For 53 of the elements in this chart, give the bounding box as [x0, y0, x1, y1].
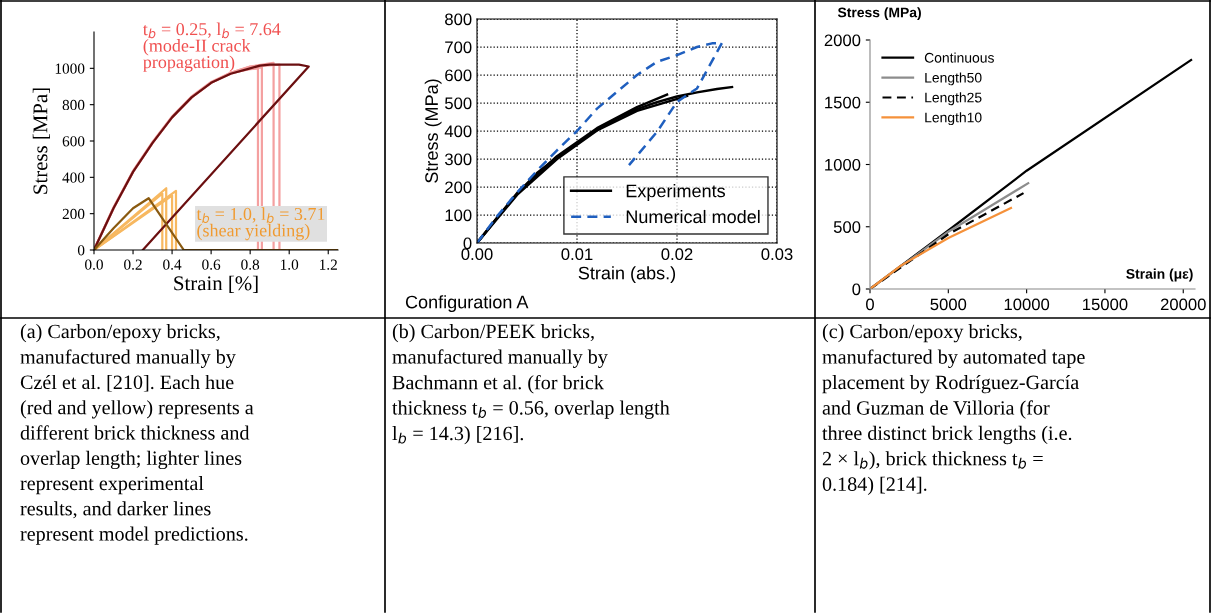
legend-label: Numerical model	[626, 209, 760, 224]
x-tick-label: 0.6	[202, 259, 221, 270]
legend-label: Length50	[925, 72, 982, 86]
legend-label: Continuous	[924, 52, 994, 63]
y-axis-title: Stress [MPa]	[32, 88, 50, 194]
y-tick-label: 0	[463, 237, 472, 250]
x-tick-label: 20000	[1160, 298, 1206, 311]
x-tick-label: 0.01	[561, 248, 593, 261]
y-tick-label: 200	[445, 181, 472, 194]
x-tick-label: 0.0	[85, 259, 103, 270]
x-axis-title: Strain (abs.)	[578, 266, 676, 283]
annotation: t$_{b}$ = 1.0, l$_{b}$ = 3.71 (shear yielding)	[196, 207, 325, 241]
y-tick-label: 700	[445, 41, 472, 54]
y-tick-label: 200	[62, 208, 85, 220]
x-tick-label: 1.2	[320, 259, 337, 270]
y-tick-label: 2000	[824, 34, 861, 47]
legend-label: Length25	[925, 92, 982, 106]
x-tick-label: 10000	[1004, 298, 1050, 311]
x-tick-label: 0.4	[163, 259, 182, 270]
y-tick-label: 1000	[825, 158, 861, 171]
y-tick-label: 600	[62, 136, 85, 147]
x-tick-label: 0	[866, 298, 874, 311]
text: Configuration A	[405, 295, 529, 312]
x-tick-label: 15000	[1083, 298, 1128, 311]
y-tick-label: 1500	[825, 96, 861, 109]
annotation: t$_{b}$ = 0.25, l$_{b}$ = 7.64 (mode-II crack propagation)	[142, 22, 281, 72]
x-tick-label: 0.8	[241, 259, 260, 270]
text: (c) Carbon/epoxy bricks, manufactured by automated tape placement by Rodríguez-García and Guzman de Villoria (for three distinct brick lengths (i.e. 2 × l$_{b}$), brick thickness t$_{b}$ = 0.184) [214].	[822, 324, 1085, 495]
y-tick-label: 800	[62, 99, 85, 111]
text: (b) Carbon/PEEK bricks, manufactured manually by Bachmann et al. (for brick thickness t$_{b}$ = 0.56, overlap length l$_{b}$ = 14.3) [216].	[392, 324, 670, 445]
y-tick-label: 1000	[55, 63, 85, 74]
x-tick-label: 0.00	[461, 248, 493, 261]
x-tick-label: 0.2	[124, 259, 142, 270]
y-tick-label: 500	[445, 97, 472, 110]
legend-label: Experiments	[626, 184, 725, 201]
x-tick-label: 0.02	[661, 248, 693, 261]
y-tick-label: 600	[445, 69, 472, 82]
y-tick-label: 300	[444, 153, 472, 166]
y-tick-label: 400	[62, 172, 85, 183]
y-axis-title: Stress (MPa)	[424, 79, 442, 183]
text: (a) Carbon/epoxy bricks, manufactured manually by Czél et al. [210]. Each hue (red and yellow) represents a different brick thickness and overlap length; lighter lines represent experimental results, and darker lines represent model predictions.	[20, 324, 254, 545]
x-axis-title: Strain (με)	[1126, 268, 1193, 282]
x-axis-title: Strain [%]	[174, 275, 258, 293]
x-tick-label: 1.0	[281, 259, 299, 270]
y-tick-label: 100	[445, 209, 472, 222]
y-tick-label: 500	[833, 221, 861, 233]
y-tick-label: 0	[852, 283, 861, 296]
y-axis-title: Stress (MPa)	[837, 7, 921, 21]
legend-label: Length10	[925, 112, 982, 126]
x-tick-label: 0.03	[761, 248, 793, 261]
x-tick-label: 5000	[930, 298, 967, 311]
y-tick-label: 400	[444, 125, 472, 138]
y-tick-label: 800	[445, 13, 472, 26]
